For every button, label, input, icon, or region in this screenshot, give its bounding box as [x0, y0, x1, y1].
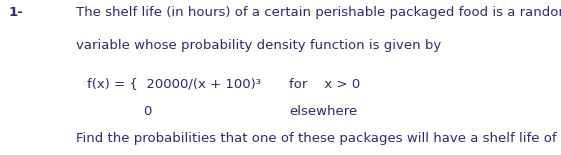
Text: 1-: 1- [8, 6, 23, 19]
Text: elsewhere: elsewhere [289, 105, 357, 118]
Text: Find the probabilities that one of these packages will have a shelf life of: Find the probabilities that one of these… [76, 132, 557, 145]
Text: The shelf life (in hours) of a certain perishable packaged food is a random: The shelf life (in hours) of a certain p… [76, 6, 561, 19]
Text: 0: 0 [143, 105, 151, 118]
Text: f(x) = {  20000/(x + 100)³: f(x) = { 20000/(x + 100)³ [87, 78, 261, 91]
Text: variable whose probability density function is given by: variable whose probability density funct… [76, 39, 441, 52]
Text: for    x > 0: for x > 0 [289, 78, 360, 91]
